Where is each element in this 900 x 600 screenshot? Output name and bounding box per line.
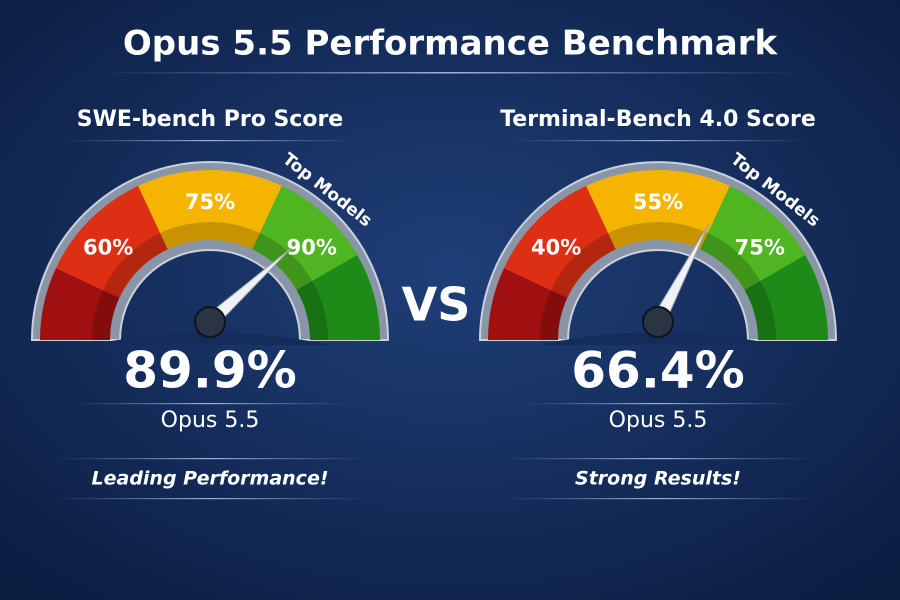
tick-label: 55% [633,190,683,214]
separator [70,403,350,405]
gauge-zone [744,255,828,340]
separator [50,458,370,460]
gauge-zone [586,170,730,250]
gauge-zone [40,268,120,340]
separator [518,403,798,405]
separator [60,140,360,142]
tick-label: 75% [735,235,785,259]
vs-label: VS [402,278,471,332]
gauge-zone [488,268,568,340]
gauge-title: SWE-bench Pro Score [77,107,343,132]
gauge-zone [55,185,168,298]
separator [50,498,370,500]
title: Opus 5.5 Performance Benchmark [123,24,779,64]
needle-hub [194,306,226,338]
tick-label: 75% [185,190,235,214]
gauge-zone [503,185,616,298]
separator [508,140,808,142]
gauge-title: Terminal-Bench 4.0 Score [500,107,816,132]
model-label: Opus 5.5 [161,408,260,433]
gauge-zone [252,185,358,290]
tick-label: 60% [83,235,133,259]
score-value: 89.9% [123,342,296,400]
gauge-base [90,332,330,345]
gauge-zone [138,170,282,250]
needle-hub [642,306,674,338]
gauge-zone [700,185,806,290]
model-label: Opus 5.5 [609,408,708,433]
gauge-base [538,332,778,345]
separator [498,458,818,460]
gauge-inner-shade [540,222,776,340]
separator [498,498,818,500]
annotation: Strong Results! [575,468,741,490]
tick-label: 40% [531,235,581,259]
separator [90,72,810,74]
gauge-zone [296,255,380,340]
gauge-inner-shade [92,222,328,340]
annotation: Leading Performance! [92,468,329,490]
tick-label: 90% [287,235,337,259]
score-value: 66.4% [571,342,744,400]
